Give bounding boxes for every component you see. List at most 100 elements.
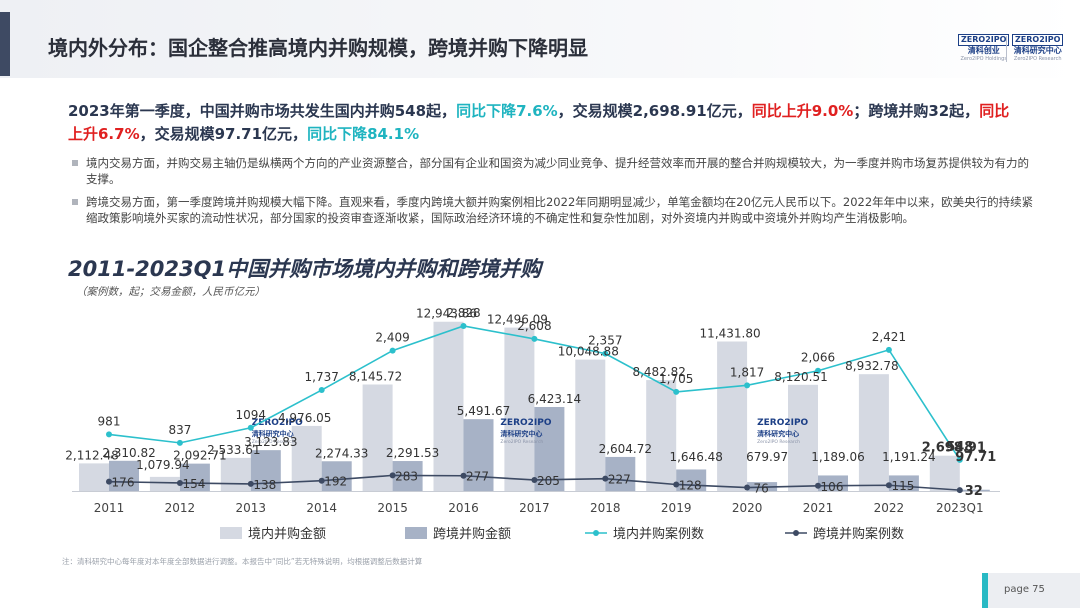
bullet-cross-border: 跨境交易方面，第一季度跨境并购规模大幅下降。直观来看，季度内跨境大额并购案例相比… [72, 194, 1036, 226]
header-band [0, 0, 1080, 78]
header-accent-bar [0, 12, 10, 76]
label-cross-count: 154 [182, 477, 205, 491]
point-domestic-count [956, 456, 963, 463]
label-cross-count: 283 [395, 469, 418, 483]
label-cross-amount: 1,189.06 [811, 450, 864, 464]
label-cross-count: 138 [253, 478, 276, 492]
watermark-logo: 清科研究中心 [757, 429, 799, 438]
point-cross-count [885, 482, 892, 489]
bar-cross-amount [179, 463, 210, 491]
bar-domestic-amount [788, 384, 818, 491]
bar-domestic-amount [362, 384, 393, 491]
label-domestic-amount: 4,976.05 [278, 411, 331, 425]
point-domestic-count [602, 350, 609, 357]
point-cross-count [956, 487, 963, 494]
label-cross-count: 115 [891, 479, 914, 493]
legend-label: 境内并购金额 [248, 526, 326, 542]
x-tick-label: 2017 [519, 501, 550, 515]
label-cross-count: 205 [537, 474, 560, 488]
label-domestic-count: 2,828 [446, 306, 480, 320]
point-domestic-count [460, 323, 467, 329]
label-domestic-count: 981 [98, 414, 121, 428]
point-domestic-count [531, 335, 538, 342]
bar-cross-amount [109, 460, 139, 491]
label-cross-amount: 3,123.83 [244, 435, 297, 449]
label-domestic-amount: 1,079.94 [136, 458, 189, 472]
watermark-logo: ZERO2IPO [252, 418, 303, 428]
bar-cross-amount [534, 407, 565, 491]
label-cross-count: 192 [324, 475, 347, 489]
bar-cross-amount [463, 419, 494, 491]
label-cross-amount: 2,310.82 [102, 446, 155, 460]
label-cross-count: 227 [608, 473, 631, 487]
point-cross-count [744, 484, 751, 491]
label-domestic-amount: 12,496.09 [487, 313, 548, 327]
label-cross-count: 128 [679, 478, 702, 492]
label-domestic-count: 1,705 [659, 372, 693, 386]
logo-separator [1006, 36, 1007, 62]
label-domestic-count: 548 [946, 440, 973, 455]
summary-text: 2023年第一季度，中国并购市场共发生国内并购548起，同比下降7.6%，交易规… [68, 102, 1010, 143]
x-tick-label: 2018 [590, 501, 621, 515]
bullet-domestic: 境内交易方面，并购交易主轴仍是纵横两个方向的产业资源整合，部分国有企业和国资为减… [72, 155, 1036, 187]
bar-cross-amount [321, 461, 352, 491]
x-tick-label: 2022 [874, 501, 905, 515]
page-number: page 75 [1004, 584, 1045, 595]
label-domestic-amount: 8,482.82 [632, 365, 685, 379]
label-cross-amount: 2,274.33 [315, 446, 368, 460]
x-tick-label: 2016 [448, 501, 479, 515]
label-cross-amount: 2,291.53 [386, 446, 439, 460]
bar-domestic-amount [433, 321, 464, 491]
point-domestic-count [885, 346, 892, 353]
page-accent-bar [982, 573, 988, 608]
label-cross-amount: 2,092.71 [173, 449, 226, 463]
point-domestic-count [176, 439, 183, 446]
label-domestic-amount: 2,698.91 [922, 441, 986, 456]
x-tick-label: 2012 [165, 501, 196, 515]
x-tick-label: 2021 [803, 501, 834, 515]
watermark-logo: 清科研究中心 [500, 429, 542, 438]
point-domestic-count [106, 431, 112, 438]
label-domestic-count: 2,421 [872, 330, 906, 344]
point-cross-count [602, 475, 609, 482]
point-domestic-count [815, 367, 821, 374]
legend-swatch-marker [593, 530, 599, 536]
watermark-logo: Zero2IPO Research [252, 439, 295, 445]
label-domestic-amount: 8,145.72 [349, 369, 402, 383]
label-domestic-count: 1,817 [730, 365, 764, 379]
label-domestic-count: 2,409 [375, 331, 409, 345]
label-domestic-count: 2,608 [517, 319, 551, 333]
bar-cross-amount [605, 456, 636, 491]
label-domestic-amount: 8,932.78 [845, 359, 898, 373]
logo-zero2ipo-holdings: ZERO2IPO 清科创业 Zero2IPO Holdings [958, 34, 1010, 64]
bullet-square-icon [72, 160, 78, 166]
legend-swatch [405, 527, 427, 539]
label-domestic-count: 1094 [236, 408, 267, 422]
x-tick-label: 2014 [306, 501, 337, 515]
bar-domestic-amount [504, 327, 535, 491]
label-domestic-amount: 2,112.48 [65, 448, 118, 462]
bar-domestic-amount [858, 374, 889, 491]
chart-unit-note: （案例数，起；交易金额，人民币亿元） [76, 286, 265, 298]
legend-label: 境内并购案例数 [613, 526, 704, 542]
x-tick-label: 2019 [661, 501, 692, 515]
label-cross-amount: 679.97 [746, 450, 788, 464]
bar-domestic-amount [646, 380, 677, 491]
label-cross-amount: 6,423.14 [528, 392, 581, 406]
footnote: 注：清科研究中心每年度对本年度全部数据进行调整。本报告中“同比”若无特殊说明，均… [62, 557, 423, 566]
label-cross-amount: 2,604.72 [599, 442, 652, 456]
label-cross-count: 176 [112, 476, 135, 490]
watermark-logo: ZERO2IPO [500, 418, 551, 428]
bar-domestic-amount [929, 455, 960, 491]
label-cross-count: 76 [753, 482, 768, 496]
point-domestic-count [247, 424, 254, 431]
label-domestic-amount: 12,943.86 [416, 307, 477, 321]
label-domestic-amount: 11,431.80 [700, 327, 761, 341]
label-domestic-count: 1,737 [305, 370, 339, 384]
label-cross-amount: 5,491.67 [457, 404, 510, 418]
legend-label: 跨境并购金额 [433, 526, 511, 542]
label-domestic-count: 2,357 [588, 334, 622, 348]
x-tick-label: 2020 [732, 501, 763, 515]
label-cross-amount: 1,191.24 [882, 450, 935, 464]
bar-domestic-amount [575, 359, 606, 491]
